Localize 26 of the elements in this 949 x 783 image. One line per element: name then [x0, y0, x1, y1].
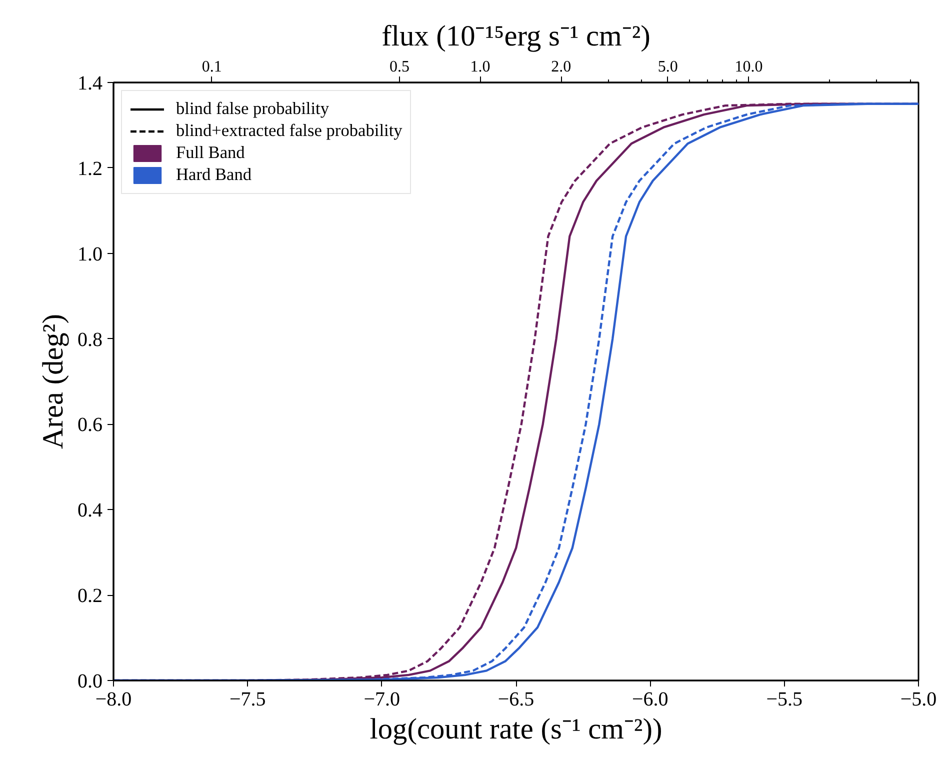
y-axis-title: Area (deg²) — [38, 314, 70, 449]
y-tick-label: 1.0 — [78, 243, 102, 266]
y-tick-label: 1.4 — [78, 72, 102, 94]
x2-tick-label: 10.0 — [734, 58, 763, 76]
x-tick-label: −7.5 — [230, 688, 266, 710]
x-tick-label: −6.0 — [632, 688, 668, 710]
x2-tick-label: 0.5 — [390, 58, 410, 76]
legend-label: blind false probability — [176, 99, 330, 119]
legend-label: blind+extracted false probability — [176, 121, 402, 141]
y-tick-label: 0.4 — [78, 500, 102, 522]
x-tick-label: −5.5 — [766, 688, 802, 710]
y-tick-label: 1.2 — [78, 158, 102, 180]
x-tick-label: −6.5 — [498, 688, 534, 710]
x2-tick-label: 0.1 — [202, 58, 222, 76]
y-tick-label: 0.6 — [78, 414, 102, 436]
x2-axis-title: flux (10⁻¹⁵erg s⁻¹ cm⁻²) — [382, 20, 650, 52]
legend-label: Full Band — [176, 143, 245, 163]
x-axis-title: log(count rate (s⁻¹ cm⁻²)) — [370, 714, 662, 746]
legend-label: Hard Band — [176, 165, 252, 185]
x2-tick-label: 2.0 — [551, 58, 572, 76]
y-tick-label: 0.2 — [78, 585, 102, 608]
x-tick-label: −7.0 — [364, 688, 400, 710]
x2-tick-label: 5.0 — [658, 58, 678, 76]
x2-tick-label: 1.0 — [470, 58, 490, 76]
y-tick-label: 0.8 — [78, 328, 102, 351]
x-tick-label: −5.0 — [900, 688, 937, 710]
